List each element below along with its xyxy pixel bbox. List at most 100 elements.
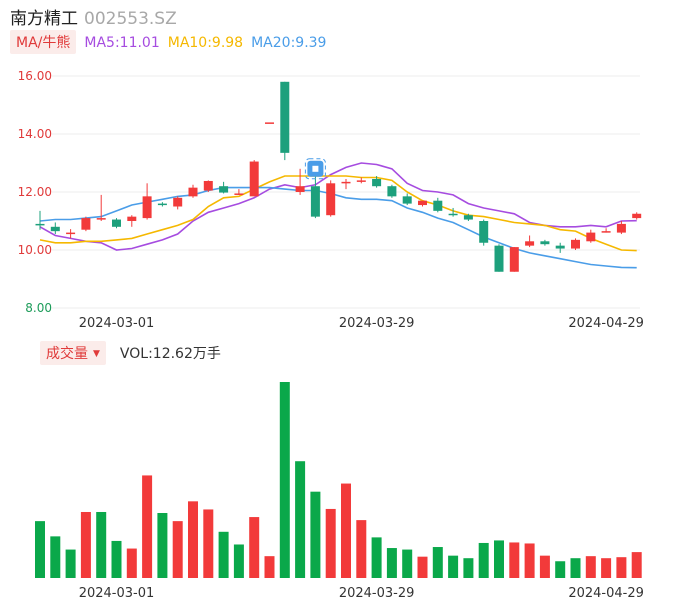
candle-body — [173, 197, 183, 207]
volume-bar — [585, 556, 596, 578]
volume-legend: 成交量 ▼ VOL:12.62万手 — [40, 341, 221, 365]
candle — [341, 178, 351, 190]
candle-body — [387, 186, 397, 197]
moving-average-lines — [39, 162, 637, 269]
price-grid — [52, 75, 640, 309]
y-tick-label: 10.00 — [18, 243, 52, 257]
volume-bar — [463, 558, 474, 578]
candle — [601, 228, 611, 233]
volume-bar — [203, 509, 214, 578]
candle — [571, 238, 580, 250]
candle-body — [188, 187, 198, 197]
volume-x-tick-label: 2024-03-29 — [339, 586, 415, 601]
volume-x-tick-label: 2024-04-29 — [568, 586, 644, 601]
candle-body — [402, 196, 412, 204]
event-badge-glyph — [312, 165, 319, 172]
volume-bar — [249, 517, 260, 578]
volume-bar — [341, 483, 351, 578]
candle — [35, 210, 45, 230]
volume-bar — [478, 542, 489, 578]
x-tick-label: 2024-03-29 — [339, 316, 415, 331]
candle-body — [326, 183, 336, 216]
candle-body — [219, 186, 229, 193]
volume-bar — [80, 511, 91, 578]
candle — [540, 239, 550, 246]
candle — [142, 183, 152, 220]
candle-body — [601, 231, 611, 233]
volume-value: VOL:12.62万手 — [119, 346, 221, 362]
candle-body — [96, 218, 106, 220]
candle — [372, 176, 382, 188]
candle-body — [280, 81, 290, 153]
candle — [295, 168, 305, 195]
event-marker[interactable] — [304, 158, 326, 180]
volume-bar — [126, 548, 137, 578]
candle — [310, 171, 320, 219]
ma-legend: MA/牛熊 MA5:11.01 MA10:9.98 MA20:9.39 — [10, 30, 326, 54]
candle-body — [555, 245, 565, 249]
candle — [81, 216, 91, 232]
volume-indicator-selector[interactable]: 成交量 ▼ — [40, 341, 106, 365]
candle — [494, 244, 504, 272]
candle — [50, 222, 60, 235]
x-tick-label: 2024-04-29 — [568, 316, 644, 331]
y-tick-label: 8.00 — [25, 301, 52, 315]
candle — [356, 177, 366, 184]
volume-bar — [295, 461, 306, 578]
volume-bar — [233, 544, 244, 578]
candle-body — [616, 223, 626, 233]
candle — [616, 221, 626, 235]
volume-bar — [188, 501, 198, 578]
candle-body — [112, 219, 121, 227]
volume-bar — [279, 382, 290, 578]
volume-bar — [96, 511, 107, 578]
candle — [448, 207, 458, 217]
candle-body — [265, 122, 274, 124]
volume-bar — [35, 521, 45, 578]
price-axis: 16.00 14.00 12.00 10.00 8.00 2024-03-01 2024-0… — [18, 69, 644, 331]
volume-bar — [310, 491, 321, 578]
volume-axis: 2024-03-01 2024-03-29 2024-04-29 — [79, 586, 644, 601]
candle — [479, 219, 489, 246]
volume-bars — [35, 382, 642, 578]
y-tick-label: 14.00 — [18, 127, 52, 141]
candle — [586, 229, 596, 243]
ma10-legend: MA10:9.98 — [167, 35, 244, 51]
candle — [157, 202, 167, 207]
candle — [112, 218, 121, 229]
volume-bar — [111, 540, 122, 578]
candle-body — [50, 226, 60, 232]
volume-bar — [157, 513, 168, 578]
ma-indicator-selector[interactable]: MA/牛熊 — [10, 30, 77, 54]
candle — [265, 122, 274, 124]
candle — [127, 215, 137, 227]
candle — [402, 193, 412, 206]
volume-bar — [616, 557, 627, 578]
volume-indicator-label: 成交量 — [46, 346, 88, 362]
candle-body — [341, 181, 351, 184]
volume-bar — [142, 475, 153, 578]
candle-body — [463, 215, 473, 220]
candle-body — [295, 186, 305, 192]
candle — [509, 247, 519, 272]
y-tick-label: 12.00 — [18, 185, 52, 199]
candle-body — [586, 232, 596, 242]
candle — [66, 229, 76, 239]
volume-bar — [65, 549, 76, 578]
stock-name: 南方精工 — [10, 9, 78, 29]
volume-bar — [325, 508, 336, 578]
candle-body — [234, 193, 244, 195]
volume-bar — [509, 542, 520, 578]
candle-body — [127, 216, 137, 221]
candle — [249, 160, 259, 197]
candle-body — [418, 200, 427, 206]
volume-bar — [631, 552, 642, 578]
caret-down-icon: ▼ — [93, 349, 100, 359]
candle-body — [310, 186, 320, 217]
candlestick-series — [35, 81, 642, 272]
candle-body — [249, 161, 259, 197]
volume-bar — [570, 558, 581, 578]
volume-bar — [555, 561, 566, 578]
candle — [555, 242, 565, 253]
